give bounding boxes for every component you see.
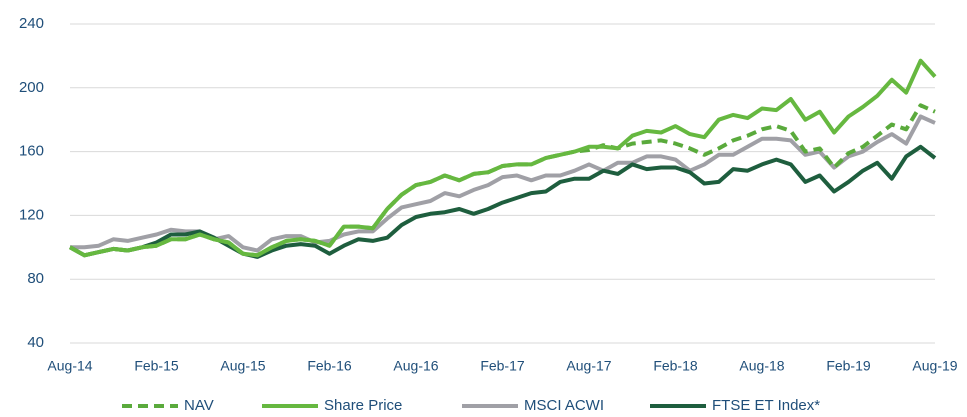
x-tick-label: Aug-16 bbox=[393, 358, 438, 374]
x-tick-label: Aug-17 bbox=[566, 358, 611, 374]
y-tick-label: 80 bbox=[27, 270, 44, 287]
x-tick-label: Aug-15 bbox=[220, 358, 265, 374]
x-tick-label: Feb-17 bbox=[480, 358, 525, 374]
legend-label: Share Price bbox=[324, 397, 402, 414]
x-tick-label: Aug-19 bbox=[912, 358, 957, 374]
y-tick-label: 40 bbox=[27, 334, 44, 351]
legend-label: MSCI ACWI bbox=[524, 397, 604, 414]
x-tick-label: Feb-15 bbox=[134, 358, 179, 374]
y-tick-label: 120 bbox=[19, 206, 44, 223]
x-tick-label: Feb-16 bbox=[307, 358, 352, 374]
x-tick-label: Feb-18 bbox=[653, 358, 698, 374]
y-tick-label: 160 bbox=[19, 143, 44, 160]
x-tick-label: Aug-14 bbox=[47, 358, 92, 374]
y-tick-label: 240 bbox=[19, 15, 44, 32]
series-line bbox=[69, 58, 937, 258]
series-line bbox=[69, 144, 937, 259]
legend-label: FTSE ET Index* bbox=[712, 397, 820, 414]
legend-label: NAV bbox=[184, 397, 214, 414]
y-tick-label: 200 bbox=[19, 79, 44, 96]
x-tick-label: Feb-19 bbox=[826, 358, 871, 374]
x-tick-label: Aug-18 bbox=[739, 358, 784, 374]
